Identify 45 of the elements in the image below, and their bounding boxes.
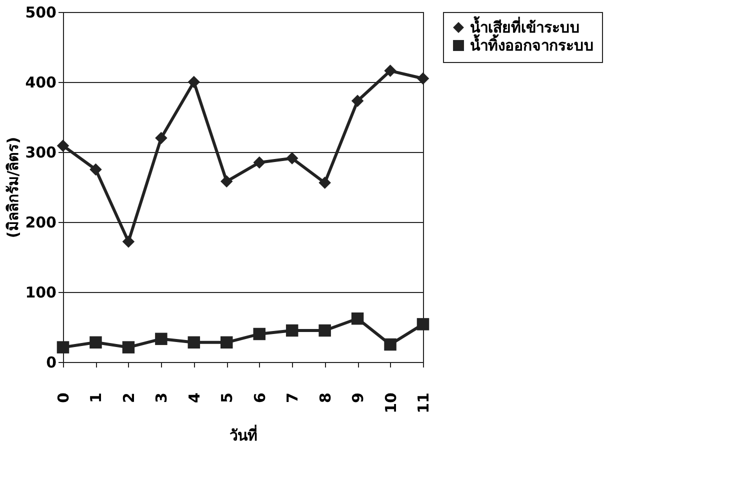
point [188, 76, 200, 88]
point [56, 140, 70, 152]
x-tick-label: 9 [349, 392, 368, 403]
point [253, 328, 266, 340]
x-tick-label: 3 [152, 392, 171, 403]
point [318, 324, 331, 337]
point [384, 64, 396, 77]
point [155, 132, 168, 144]
x-tick-label: 4 [185, 392, 204, 403]
point [188, 336, 200, 349]
point [318, 176, 331, 189]
point [220, 336, 233, 349]
point [122, 235, 135, 248]
y-axis-title: (มิลลิกรัม/ลิตร) [4, 136, 22, 238]
x-tick-label: 2 [120, 392, 138, 403]
point [253, 156, 266, 169]
point [56, 341, 70, 354]
x-tick-label: 10 [382, 392, 400, 414]
point [90, 163, 102, 176]
x-tick-label: 7 [284, 392, 302, 403]
point [384, 338, 396, 351]
x-tick-label: 8 [316, 392, 334, 403]
y-tick-label: 500 [25, 4, 56, 22]
point [286, 152, 298, 164]
legend-label: น้ำทิ้งออกจากระบบ [470, 34, 594, 54]
y-tick-label: 300 [25, 144, 56, 162]
x-tick-label: 11 [414, 392, 432, 414]
x-tick-label: 1 [87, 392, 106, 403]
x-axis-title: วันที่ [230, 424, 258, 444]
x-tick-label: 6 [250, 392, 269, 403]
point [155, 332, 168, 346]
point [351, 94, 364, 108]
point [90, 336, 102, 349]
y-tick-label: 100 [25, 284, 56, 302]
point [351, 312, 364, 325]
x-tick-label: 5 [218, 392, 236, 403]
y-tick-label: 200 [25, 214, 56, 232]
point [122, 341, 135, 354]
y-tick-label: 400 [25, 74, 56, 92]
point [286, 324, 298, 337]
point [416, 72, 430, 85]
point [220, 175, 233, 188]
y-tick-label: 0 [46, 354, 56, 372]
x-tick-label: 0 [54, 392, 72, 403]
point [416, 318, 430, 330]
